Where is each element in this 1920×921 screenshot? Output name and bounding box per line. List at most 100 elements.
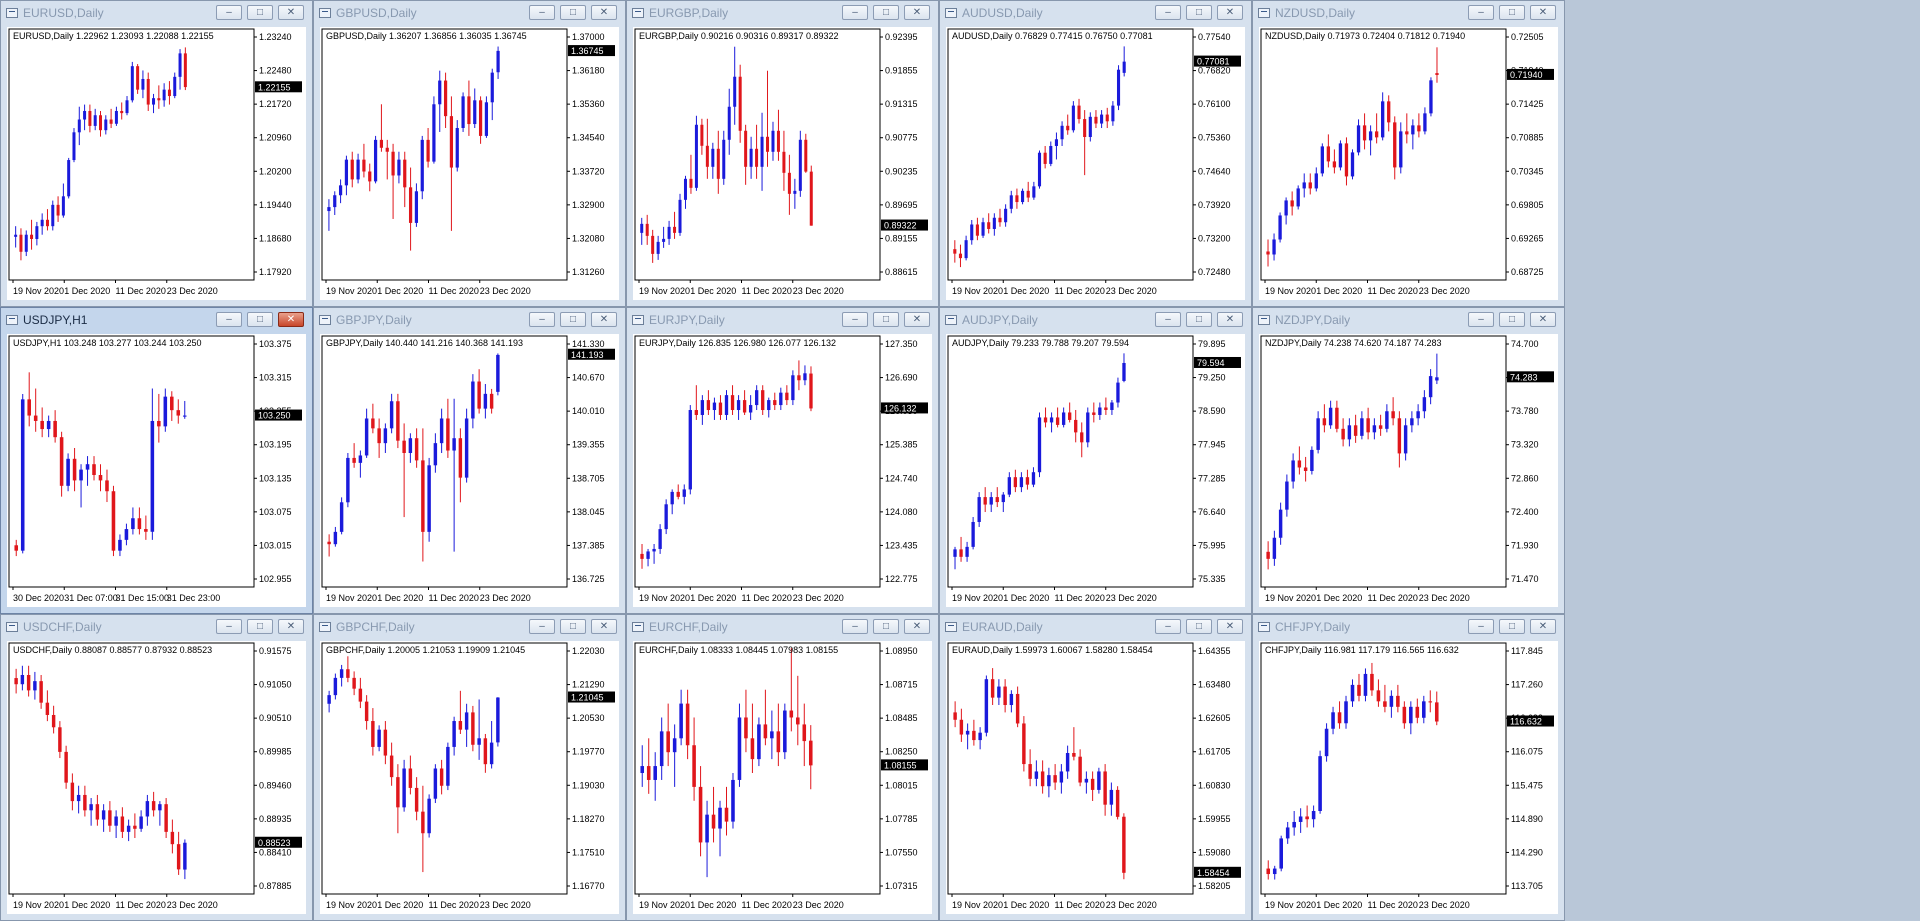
chart-area[interactable]: 117.845 117.260 116.632 116.075 115.475 114.8… bbox=[1259, 641, 1558, 914]
close-button[interactable]: ✕ bbox=[278, 5, 304, 20]
minimize-button[interactable]: – bbox=[216, 5, 242, 20]
close-button[interactable]: ✕ bbox=[278, 619, 304, 634]
candle-body bbox=[706, 400, 711, 411]
close-button[interactable]: ✕ bbox=[1217, 5, 1243, 20]
window-titlebar[interactable]: EURCHF,Daily – □ ✕ bbox=[627, 615, 938, 639]
minimize-button[interactable]: – bbox=[529, 5, 555, 20]
window-titlebar[interactable]: EURUSD,Daily – □ ✕ bbox=[1, 1, 312, 25]
chart-area[interactable]: 0.91575 0.91050 0.90510 0.89985 0.89460 0.889… bbox=[7, 641, 306, 914]
close-button[interactable]: ✕ bbox=[278, 312, 304, 327]
y-tick-label: 0.90775 bbox=[885, 133, 918, 143]
candle-body bbox=[72, 458, 77, 481]
minimize-button[interactable]: – bbox=[1155, 312, 1181, 327]
window-titlebar[interactable]: GBPJPY,Daily – □ ✕ bbox=[314, 308, 625, 332]
chart-window-eurusd[interactable]: EURUSD,Daily – □ ✕ 1.23240 1.22480 1.21720 1.20… bbox=[0, 0, 313, 307]
x-tick-label: 11 Dec 2020 bbox=[116, 286, 166, 296]
chart-area[interactable]: 1.64355 1.63480 1.62605 1.61705 1.60830 1.599… bbox=[946, 641, 1245, 914]
chart-window-usdchf[interactable]: USDCHF,Daily – □ ✕ 0.91575 0.91050 0.90510 0.89… bbox=[0, 614, 313, 921]
close-button[interactable]: ✕ bbox=[1530, 619, 1556, 634]
chart-window-eurgbp[interactable]: EURGBP,Daily – □ ✕ 0.92395 0.91855 0.91315 0.90… bbox=[626, 0, 939, 307]
close-button[interactable]: ✕ bbox=[591, 5, 617, 20]
close-button[interactable]: ✕ bbox=[591, 312, 617, 327]
minimize-button[interactable]: – bbox=[216, 312, 242, 327]
chart-window-audjpy[interactable]: AUDJPY,Daily – □ ✕ 79.895 79.250 78.590 77.945 7… bbox=[939, 307, 1252, 614]
window-titlebar[interactable]: AUDUSD,Daily – □ ✕ bbox=[940, 1, 1251, 25]
chart-window-chfjpy[interactable]: CHFJPY,Daily –□ ✕ 117.845 117.260 116.632 116.… bbox=[1252, 614, 1565, 921]
current-price-label: 74.283 bbox=[1510, 372, 1538, 382]
close-button[interactable]: ✕ bbox=[591, 619, 617, 634]
window-titlebar[interactable]: USDJPY,H1 – □ ✕ bbox=[1, 308, 312, 332]
close-button[interactable]: ✕ bbox=[1217, 619, 1243, 634]
maximize-button[interactable]: □ bbox=[1186, 312, 1212, 327]
window-titlebar[interactable]: NZDUSD,Daily – □ ✕ bbox=[1253, 1, 1564, 25]
minimize-button[interactable]: – bbox=[842, 312, 868, 327]
chart-area[interactable]: 0.92395 0.91855 0.91315 0.90775 0.90235 0.896… bbox=[633, 27, 932, 300]
maximize-button[interactable]: □ bbox=[1499, 619, 1525, 634]
minimize-button[interactable]: – bbox=[529, 619, 555, 634]
chart-window-nzdusd[interactable]: NZDUSD,Daily –□ ✕ 0.72505 0.71940 0.71425 0.70… bbox=[1252, 0, 1565, 307]
chart-window-eurchf[interactable]: EURCHF,Daily – □ ✕ 1.08950 1.08715 1.08485 1.08… bbox=[626, 614, 939, 921]
maximize-button[interactable]: □ bbox=[873, 619, 899, 634]
candle-body bbox=[1266, 868, 1271, 875]
minimize-button[interactable]: – bbox=[1155, 619, 1181, 634]
close-button[interactable]: ✕ bbox=[904, 619, 930, 634]
candle-body bbox=[785, 392, 789, 401]
maximize-button[interactable]: □ bbox=[1186, 5, 1212, 20]
chart-window-audusd[interactable]: AUDUSD,Daily – □ ✕ 0.77540 0.76820 0.76100 0.75… bbox=[939, 0, 1252, 307]
maximize-button[interactable]: □ bbox=[873, 5, 899, 20]
chart-window-gbpusd[interactable]: GBPUSD,Daily – □ ✕ 1.37000 1.36180 1.35360 1.34… bbox=[313, 0, 626, 307]
minimize-button[interactable]: – bbox=[1155, 5, 1181, 20]
window-titlebar[interactable]: GBPUSD,Daily – □ ✕ bbox=[314, 1, 625, 25]
chart-area[interactable]: 0.72505 0.71940 0.71425 0.70885 0.70345 0.698… bbox=[1259, 27, 1558, 300]
maximize-button[interactable]: □ bbox=[560, 312, 586, 327]
minimize-button[interactable]: – bbox=[1468, 619, 1494, 634]
chart-area[interactable]: 1.23240 1.22480 1.21720 1.20960 1.20200 1.194… bbox=[7, 27, 306, 300]
window-titlebar[interactable]: NZDJPY,Daily – □ ✕ bbox=[1253, 308, 1564, 332]
window-titlebar[interactable]: CHFJPY,Daily – □ ✕ bbox=[1253, 615, 1564, 639]
maximize-button[interactable]: □ bbox=[560, 5, 586, 20]
chart-area[interactable]: 1.08950 1.08715 1.08485 1.08250 1.08015 1.077… bbox=[633, 641, 932, 914]
chart-window-nzdjpy[interactable]: NZDJPY,Daily–□✕74.70074.28373.78073.3207… bbox=[1252, 307, 1565, 614]
chart-window-usdjpy[interactable]: USDJPY,H1–□✕103.375103.315103.255103.195… bbox=[0, 307, 313, 614]
maximize-button[interactable]: □ bbox=[247, 619, 273, 634]
maximize-button[interactable]: □ bbox=[1186, 619, 1212, 634]
minimize-button[interactable]: – bbox=[842, 5, 868, 20]
close-button[interactable]: ✕ bbox=[904, 5, 930, 20]
maximize-button[interactable]: □ bbox=[560, 619, 586, 634]
maximize-button[interactable]: □ bbox=[247, 312, 273, 327]
chart-area[interactable]: 79.895 79.250 78.590 77.945 77.285 76.640 75.9… bbox=[946, 334, 1245, 607]
minimize-button[interactable]: – bbox=[842, 619, 868, 634]
maximize-button[interactable]: □ bbox=[1499, 5, 1525, 20]
minimize-button[interactable]: – bbox=[1468, 5, 1494, 20]
window-titlebar[interactable]: EURAUD,Daily – □ ✕ bbox=[940, 615, 1251, 639]
close-button[interactable]: ✕ bbox=[1217, 312, 1243, 327]
window-titlebar[interactable]: USDCHF,Daily – □ ✕ bbox=[1, 615, 312, 639]
close-button[interactable]: ✕ bbox=[1530, 5, 1556, 20]
chart-window-euraud[interactable]: EURAUD,Daily – □ ✕ 1.64355 1.63480 1.62605 1.61… bbox=[939, 614, 1252, 921]
chart-area[interactable]: 0.77540 0.76820 0.76100 0.75360 0.74640 0.739… bbox=[946, 27, 1245, 300]
chart-area[interactable]: 103.375103.315103.255103.195103.135103.0… bbox=[7, 334, 306, 607]
close-button[interactable]: ✕ bbox=[904, 312, 930, 327]
minimize-button[interactable]: – bbox=[1468, 312, 1494, 327]
minimize-button[interactable]: – bbox=[529, 312, 555, 327]
window-titlebar[interactable]: GBPCHF,Daily – □ ✕ bbox=[314, 615, 625, 639]
window-titlebar[interactable]: EURGBP,Daily – □ ✕ bbox=[627, 1, 938, 25]
maximize-button[interactable]: □ bbox=[873, 312, 899, 327]
window-titlebar[interactable]: AUDJPY,Daily – □ ✕ bbox=[940, 308, 1251, 332]
candle-body bbox=[1428, 701, 1433, 703]
chart-window-gbpjpy[interactable]: GBPJPY,Daily – □ ✕ 141.330 140.670 140.010 139.… bbox=[313, 307, 626, 614]
window-titlebar[interactable]: EURJPY,Daily – □ ✕ bbox=[627, 308, 938, 332]
maximize-button[interactable]: □ bbox=[247, 5, 273, 20]
chart-area[interactable]: 127.350126.690126.030125.385124.740124.0… bbox=[633, 334, 932, 607]
chart-area[interactable]: 74.700 74.283 73.780 73.320 72.860 72.400 71.9… bbox=[1259, 334, 1558, 607]
chart-area[interactable]: 141.330 140.670 140.010 139.355 138.705 138.0… bbox=[320, 334, 619, 607]
chart-area[interactable]: 1.37000 1.36180 1.35360 1.34540 1.33720 1.329… bbox=[320, 27, 619, 300]
chart-window-eurjpy[interactable]: EURJPY,Daily–□✕127.350126.690126.030125.… bbox=[626, 307, 939, 614]
x-tick-label: 1 Dec 2020 bbox=[690, 286, 736, 296]
chart-area[interactable]: 1.22030 1.21290 1.20530 1.19770 1.19030 1.182… bbox=[320, 641, 619, 914]
chart-window-gbpchf[interactable]: GBPCHF,Daily – □ ✕ 1.22030 1.21290 1.20530 1.19… bbox=[313, 614, 626, 921]
maximize-button[interactable]: □ bbox=[1499, 312, 1525, 327]
y-tick-label: 0.89155 bbox=[885, 233, 918, 243]
minimize-button[interactable]: – bbox=[216, 619, 242, 634]
close-button[interactable]: ✕ bbox=[1530, 312, 1556, 327]
